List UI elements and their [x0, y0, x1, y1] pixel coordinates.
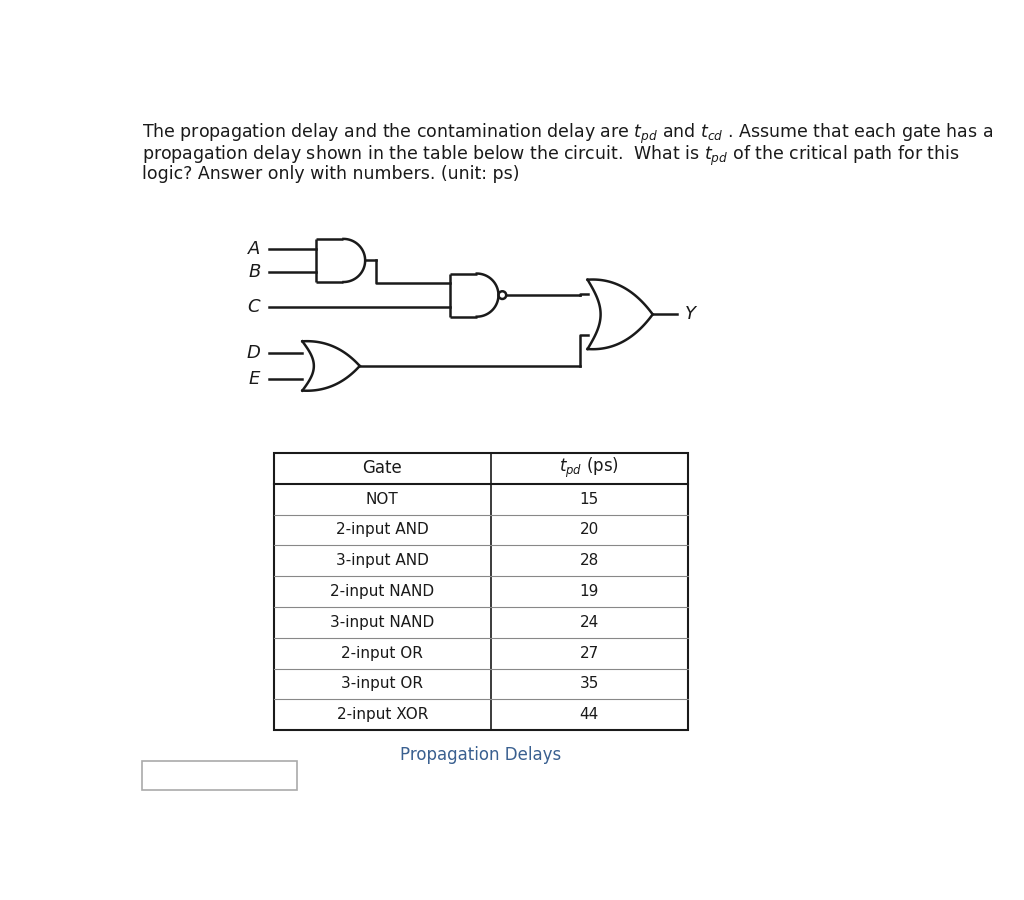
- Text: 24: 24: [580, 615, 599, 630]
- Text: 19: 19: [580, 584, 599, 599]
- Text: $B$: $B$: [248, 263, 261, 281]
- Text: 44: 44: [580, 707, 599, 723]
- Text: Propagation Delays: Propagation Delays: [400, 745, 561, 763]
- Text: propagation delay shown in the table below the circuit.  What is $t_{pd}$ of the: propagation delay shown in the table bel…: [142, 143, 959, 167]
- Text: NOT: NOT: [366, 491, 398, 507]
- Text: 27: 27: [580, 645, 599, 661]
- Text: 2-input NAND: 2-input NAND: [330, 584, 434, 599]
- Text: $E$: $E$: [248, 370, 261, 388]
- Text: $C$: $C$: [247, 298, 261, 316]
- Text: 2-input XOR: 2-input XOR: [337, 707, 428, 723]
- Text: $t_{pd}$ (ps): $t_{pd}$ (ps): [559, 456, 620, 481]
- Text: 20: 20: [580, 523, 599, 537]
- Text: Gate: Gate: [362, 459, 402, 477]
- Text: 3-input OR: 3-input OR: [341, 677, 423, 691]
- Text: $Y$: $Y$: [684, 305, 697, 323]
- Text: 2-input OR: 2-input OR: [341, 645, 423, 661]
- Text: 2-input AND: 2-input AND: [336, 523, 429, 537]
- Text: 35: 35: [580, 677, 599, 691]
- Text: 15: 15: [580, 491, 599, 507]
- Text: 3-input NAND: 3-input NAND: [330, 615, 434, 630]
- Text: $D$: $D$: [247, 344, 261, 362]
- Text: $A$: $A$: [247, 239, 261, 257]
- Bar: [273, 453, 687, 730]
- Bar: [142, 761, 297, 790]
- Text: 3-input AND: 3-input AND: [336, 554, 429, 568]
- Text: The propagation delay and the contamination delay are $t_{pd}$ and $t_{cd}$ . As: The propagation delay and the contaminat…: [142, 122, 993, 146]
- Text: logic? Answer only with numbers. (unit: ps): logic? Answer only with numbers. (unit: …: [142, 165, 519, 183]
- Text: 28: 28: [580, 554, 599, 568]
